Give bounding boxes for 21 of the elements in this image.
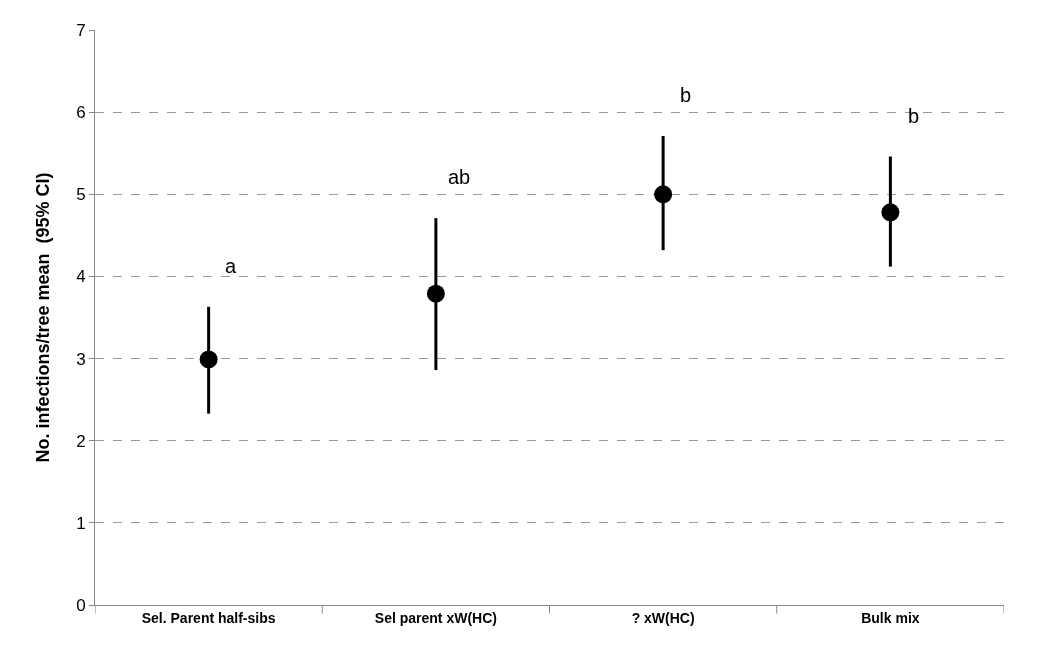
x-tick-label: ? xW(HC) — [631, 609, 695, 626]
point — [654, 185, 673, 204]
annotation: b — [680, 84, 692, 106]
point — [199, 350, 218, 369]
point — [426, 284, 445, 303]
y-axis-title: No. infections/tree mean (95% CI) — [33, 172, 53, 463]
y-tick-label: 4 — [76, 267, 86, 287]
annotation: ab — [448, 166, 471, 188]
y-tick-label: 0 — [76, 595, 86, 615]
y-tick-label: 1 — [76, 513, 86, 533]
y-tick-label: 3 — [76, 349, 86, 369]
y-tick-label: 7 — [76, 20, 86, 40]
y-tick-label: 2 — [76, 431, 86, 451]
y-tick-label: 6 — [76, 103, 86, 123]
y-tick-label: 5 — [76, 185, 86, 205]
x-tick-label: Bulk mix — [861, 609, 920, 626]
x-tick-label: Sel. Parent half-sibs — [141, 609, 276, 626]
x-tick-label: Sel parent xW(HC) — [374, 609, 497, 626]
annotation: a — [225, 255, 237, 277]
point — [881, 203, 900, 222]
annotation: b — [908, 105, 920, 127]
